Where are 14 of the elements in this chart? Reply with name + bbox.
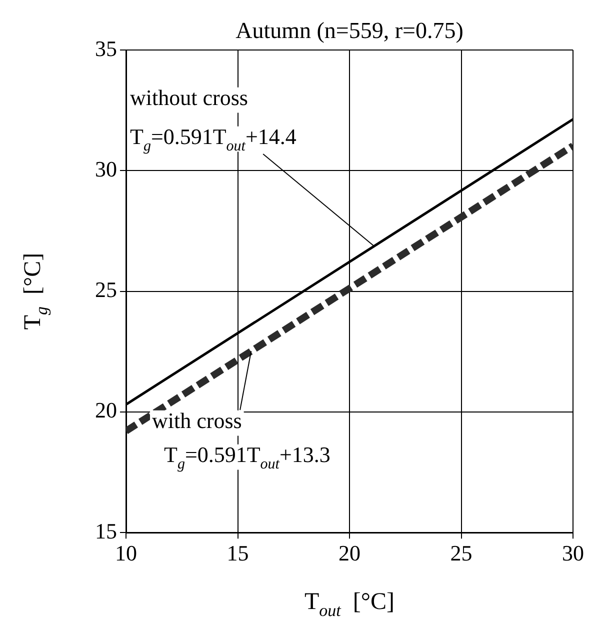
y-tick-label: 25: [95, 277, 117, 302]
x-tick-label: 10: [115, 540, 137, 566]
annotation: with cross: [152, 408, 242, 433]
y-tick-label: 20: [95, 398, 117, 423]
x-tick-label: 30: [562, 540, 584, 566]
x-tick-label: 15: [226, 540, 249, 566]
x-tick-label: 20: [338, 540, 360, 566]
y-axis-title: Tg [°C]: [20, 252, 52, 330]
y-tick-label: 15: [95, 518, 117, 544]
x-tick-label: 25: [450, 540, 472, 566]
annotation: without cross: [130, 85, 248, 110]
chart-title: Autumn (n=559, r=0.75): [236, 18, 464, 43]
y-tick-label: 35: [95, 36, 117, 61]
y-tick-label: 30: [95, 156, 117, 182]
